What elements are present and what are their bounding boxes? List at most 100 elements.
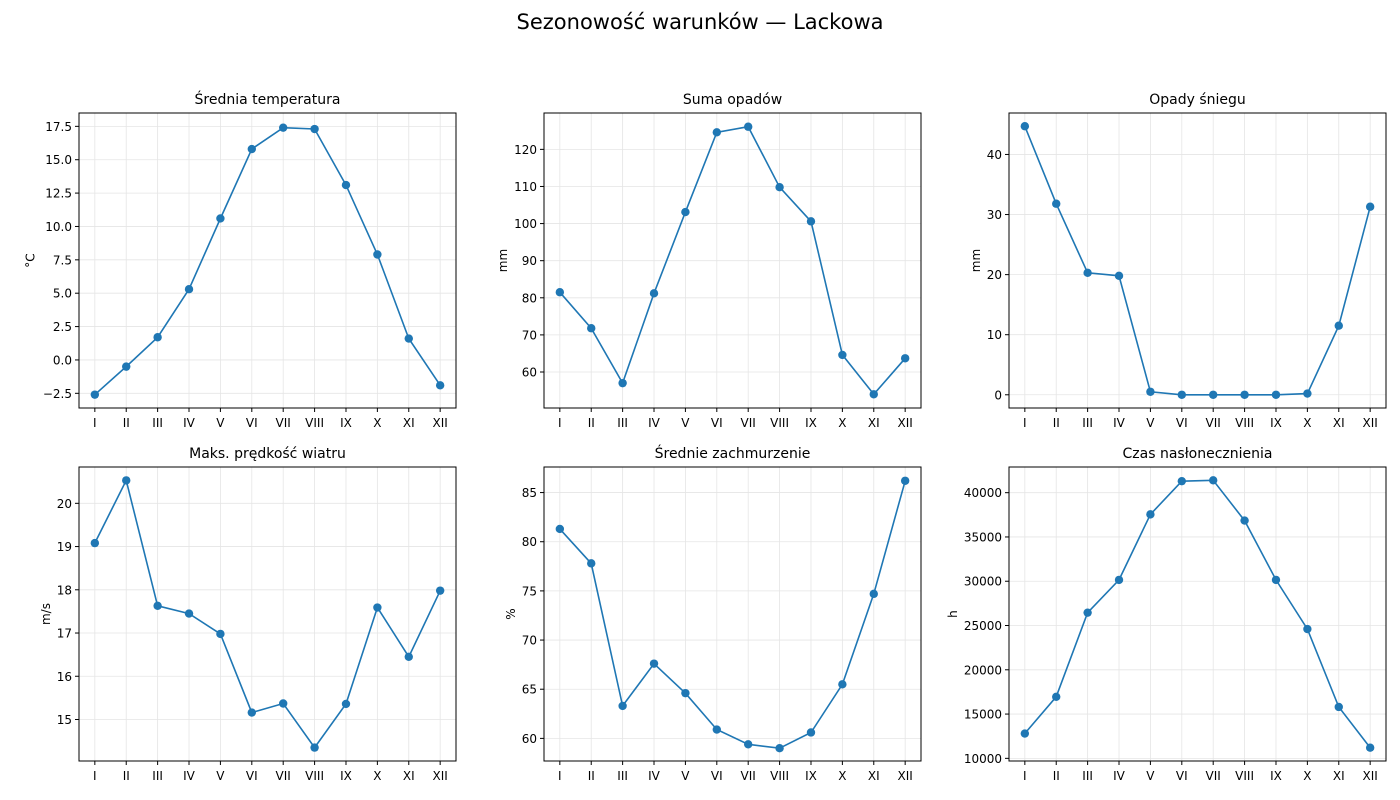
x-tick-label: VII [1206, 416, 1221, 430]
y-tick-label: 20 [987, 268, 1002, 282]
x-tick-label: XI [1333, 769, 1345, 783]
chart-title: Maks. prędkość wiatru [189, 446, 346, 462]
plot-frame [1008, 466, 1387, 762]
x-tick-label: IV [183, 416, 196, 430]
y-axis-label: h [946, 610, 960, 618]
y-tick-label: 100 [514, 217, 537, 231]
x-tick-label: X [1303, 416, 1311, 430]
x-tick-label: II [1053, 416, 1060, 430]
x-tick-label: III [1082, 416, 1093, 430]
x-tick-label: I [1023, 769, 1027, 783]
x-tick-label: II [123, 769, 130, 783]
data-point [618, 701, 627, 711]
data-point [1334, 321, 1343, 330]
data-point [1303, 389, 1312, 398]
x-tick-label: XII [1363, 769, 1378, 783]
chart-panel-1: I II III IV V VI VII VIII IX X XI XII−2.50.02.55.07… [24, 90, 457, 430]
x-tick-label: IX [1270, 769, 1282, 783]
y-tick-label: 120 [514, 143, 537, 157]
y-tick-label: 70 [522, 634, 537, 648]
data-point [806, 728, 816, 737]
x-tick-label: X [373, 769, 381, 783]
y-tick-label: 40000 [964, 486, 1002, 500]
y-tick-label: 17.5 [45, 120, 72, 134]
y-tick-label: 20 [57, 497, 72, 511]
y-tick-label: 15000 [964, 708, 1002, 722]
x-tick-label: VIII [770, 416, 789, 430]
data-point [555, 288, 565, 297]
x-tick-label: VII [276, 769, 291, 783]
data-point [278, 699, 288, 708]
y-tick-label: 12.5 [45, 187, 72, 201]
y-tick-label: 15.0 [45, 153, 72, 167]
y-axis-label: % [504, 608, 518, 619]
series-line [559, 125, 906, 396]
data-point [1083, 608, 1092, 617]
data-point [775, 183, 784, 192]
data-point [775, 744, 784, 753]
data-point [373, 250, 382, 259]
data-point [404, 652, 413, 662]
x-tick-label: X [373, 416, 381, 430]
x-tick-label: VII [276, 416, 291, 430]
data-point [1052, 692, 1061, 701]
x-tick-label: XI [403, 416, 415, 430]
x-tick-label: V [681, 769, 690, 783]
chart-panel-4: I II III IV V VI VII VIII IX X XI XII151617181920Ma… [39, 446, 457, 783]
y-tick-label: 5.0 [53, 287, 72, 301]
x-tick-label: VIII [1235, 769, 1254, 783]
data-point [216, 629, 225, 639]
chart-title: Opady śniegu [1149, 92, 1246, 108]
x-tick-label: XII [1363, 416, 1378, 430]
data-point [153, 333, 162, 342]
data-point [1271, 390, 1281, 399]
y-axis-label: mm [496, 249, 510, 272]
x-tick-label: VI [246, 769, 258, 783]
data-point [838, 350, 847, 360]
data-point [1334, 702, 1343, 712]
data-point [618, 378, 627, 388]
x-tick-label: IX [805, 416, 817, 430]
chart-panel-3: I II III IV V VI VII VIII IX X XI XII010203040Opady… [969, 92, 1387, 430]
y-tick-label: 17 [57, 627, 72, 641]
data-point [1208, 476, 1218, 485]
data-point [1240, 516, 1249, 525]
x-tick-label: VII [1206, 769, 1221, 783]
data-point [900, 354, 910, 363]
y-tick-label: −2.5 [43, 387, 72, 401]
x-tick-label: X [838, 416, 846, 430]
chart-panel-6: I II III IV V VI VII VIII IX X XI XII10000150002000… [946, 446, 1387, 783]
x-tick-label: III [152, 769, 163, 783]
x-tick-label: V [216, 769, 225, 783]
chart-panel-2: I II III IV V VI VII VIII IX X XI XII60708090100110… [496, 92, 922, 430]
data-point [587, 559, 596, 568]
x-tick-label: VIII [305, 416, 324, 430]
x-tick-label: IV [1113, 769, 1126, 783]
chart-title: Suma opadów [683, 92, 782, 108]
series-line [1024, 479, 1371, 749]
x-tick-label: XI [1333, 416, 1345, 430]
data-point [649, 659, 659, 668]
x-tick-label: II [588, 416, 595, 430]
data-point [1114, 575, 1124, 585]
x-tick-label: XI [403, 769, 415, 783]
x-tick-label: IX [340, 769, 352, 783]
x-tick-label: VIII [305, 769, 324, 783]
data-point [184, 284, 194, 294]
x-tick-label: V [216, 416, 225, 430]
x-tick-label: VI [711, 416, 723, 430]
x-tick-label: II [123, 416, 130, 430]
data-point [555, 524, 565, 534]
x-tick-label: VI [1176, 416, 1188, 430]
x-tick-label: V [681, 416, 690, 430]
data-point [712, 725, 722, 734]
x-tick-label: VII [741, 416, 756, 430]
series-line [94, 126, 441, 396]
y-tick-label: 85 [522, 486, 537, 500]
y-tick-label: 30 [987, 208, 1002, 222]
data-point [216, 214, 225, 223]
x-tick-label: VIII [770, 769, 789, 783]
y-tick-label: 60 [522, 732, 537, 746]
figure-title: Sezonowość warunków — Lackowa [516, 10, 884, 34]
